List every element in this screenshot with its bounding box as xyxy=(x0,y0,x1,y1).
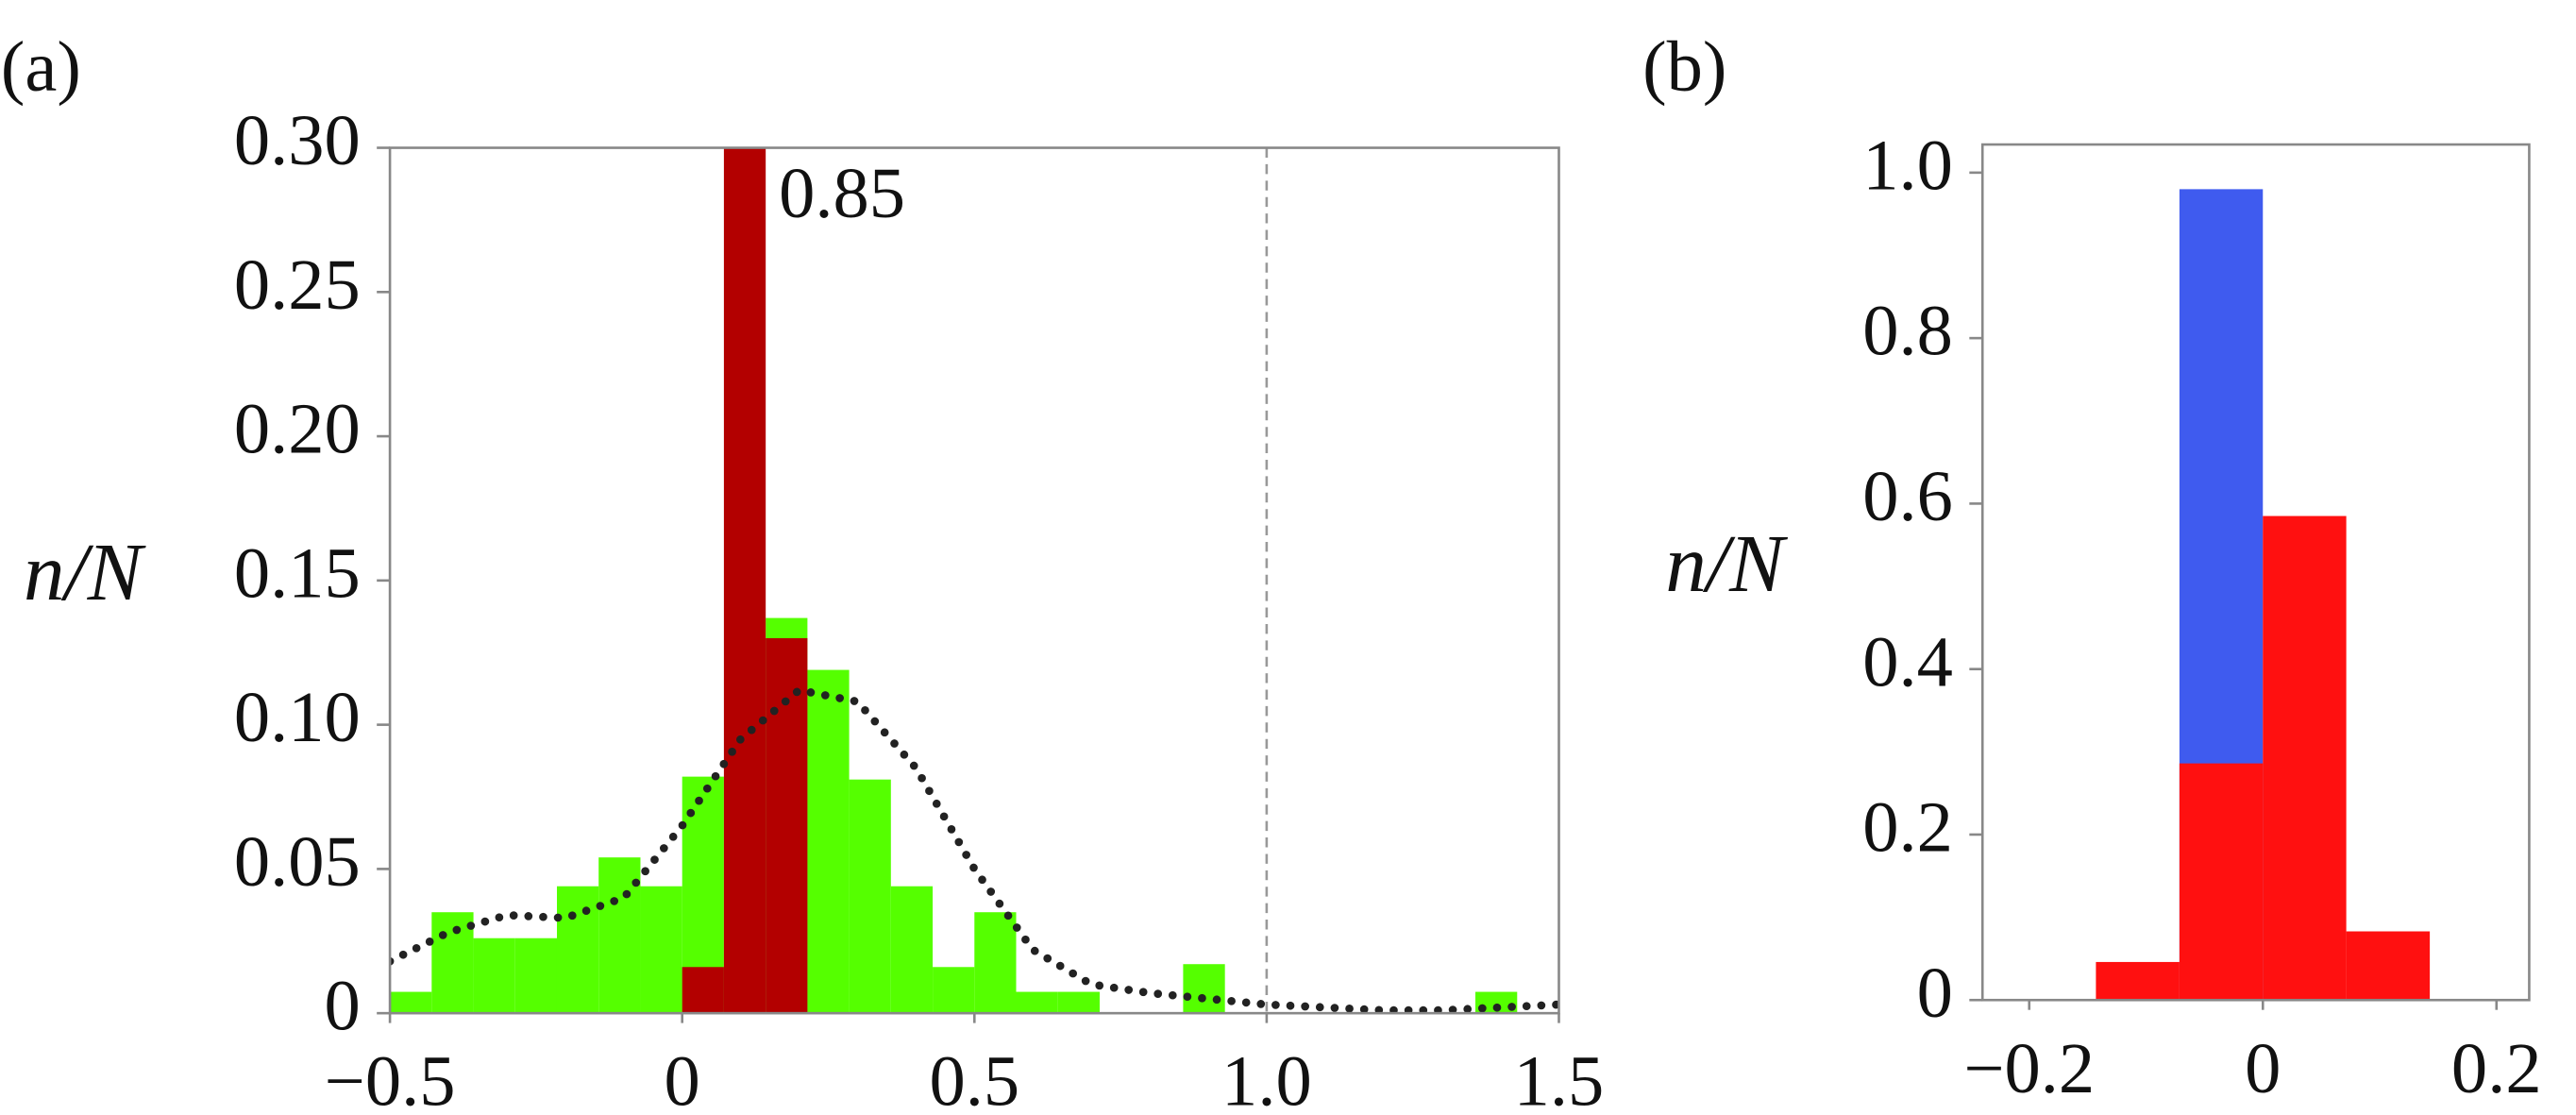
histogram-bar xyxy=(1183,964,1225,1014)
y-tick-label: 0.25 xyxy=(234,245,361,325)
y-tick-label: 0 xyxy=(325,966,361,1046)
plot-frame xyxy=(388,146,1560,1015)
histogram-bar xyxy=(431,912,474,1014)
histogram-bar xyxy=(723,147,766,1014)
histogram-bar xyxy=(473,938,515,1014)
x-tick-label: 0 xyxy=(665,1041,700,1115)
plot-area xyxy=(2096,189,2431,1001)
histogram-bar xyxy=(849,779,891,1014)
histogram-bar xyxy=(2179,763,2264,1001)
y-tick-label: 1.0 xyxy=(1862,125,1953,205)
histogram-bar xyxy=(514,938,557,1014)
y-tick-label: 0.15 xyxy=(234,532,361,613)
y-axis-label: n/N xyxy=(24,527,147,617)
x-tick-label: 0.2 xyxy=(2451,1028,2542,1108)
y-tick-label: 0.10 xyxy=(234,677,361,757)
y-axis-label: n/N xyxy=(1665,518,1789,609)
curve xyxy=(390,685,1559,1014)
panel-label: (b) xyxy=(1642,26,1726,107)
histogram-bar xyxy=(2263,515,2347,1001)
y-tick-label: 0 xyxy=(1917,953,1953,1033)
histogram-bar xyxy=(766,637,808,1014)
y-tick-label: 0.4 xyxy=(1862,621,1953,701)
x-tick-label: 1.0 xyxy=(1221,1041,1312,1115)
histogram-bar xyxy=(2346,931,2431,1001)
histogram-bar xyxy=(807,669,850,1014)
plot-area xyxy=(390,147,1559,1014)
y-tick-label: 0.20 xyxy=(234,389,361,469)
y-tick-label: 0.6 xyxy=(1862,456,1953,536)
x-tick-label: −0.5 xyxy=(325,1041,456,1115)
x-tick-label: −0.2 xyxy=(1963,1028,2095,1108)
data-label: 0.85 xyxy=(779,153,905,233)
y-tick-label: 0.05 xyxy=(234,821,361,902)
panel-label: (a) xyxy=(1,26,81,107)
histogram-bar xyxy=(933,967,975,1014)
histogram-bar xyxy=(2096,961,2180,1001)
plot-frame xyxy=(1980,143,2531,1002)
histogram-bar xyxy=(556,886,599,1014)
x-tick-label: 0.5 xyxy=(929,1041,1019,1115)
y-tick-label: 0.30 xyxy=(234,100,361,180)
x-tick-label: 1.5 xyxy=(1514,1041,1605,1115)
histogram-bar xyxy=(682,967,724,1014)
histogram-bar xyxy=(974,912,1017,1014)
histogram-bar xyxy=(390,991,432,1014)
x-tick-label: 0 xyxy=(2245,1028,2281,1108)
histogram-bar xyxy=(640,886,682,1014)
histogram-bar xyxy=(1057,991,1100,1014)
histogram-bar xyxy=(890,886,934,1014)
histogram-bar xyxy=(1016,991,1058,1014)
y-tick-label: 0.2 xyxy=(1862,787,1953,868)
y-tick-label: 0.8 xyxy=(1862,291,1953,371)
